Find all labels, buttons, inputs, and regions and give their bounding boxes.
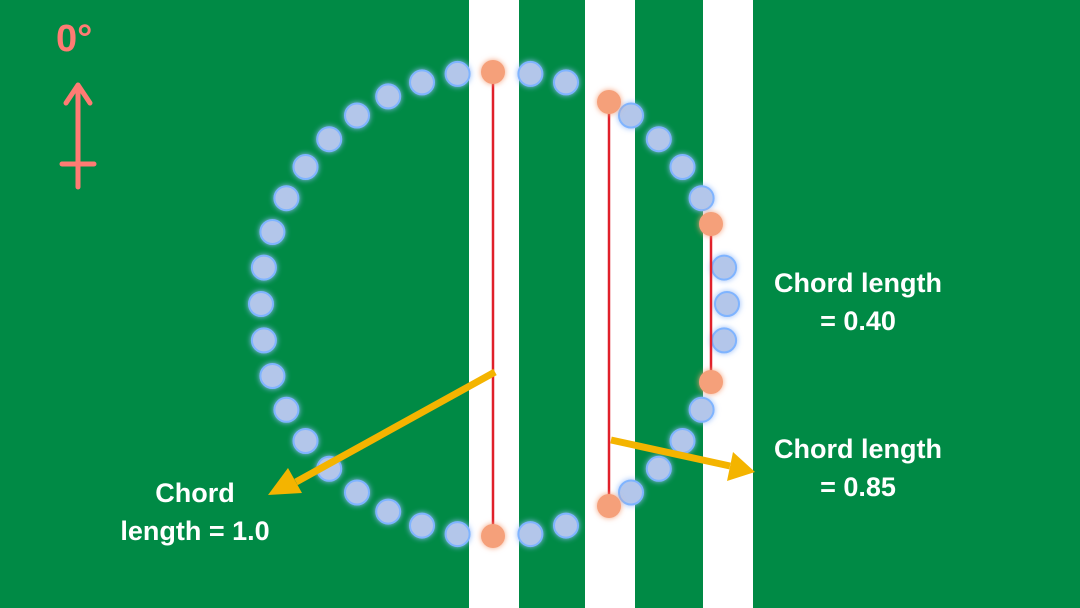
chord-label-3-line2: = 0.40: [820, 306, 896, 336]
circle-dot: [553, 69, 579, 96]
chord-label-1-line1: Chord: [155, 478, 235, 508]
chord-3-bottom-endpoint: [699, 370, 723, 394]
circle-dot: [711, 327, 738, 354]
circle-dot: [292, 154, 319, 180]
circle-dot: [409, 69, 435, 96]
circle-dot: [618, 102, 644, 129]
chord-label-3-line1: Chord length: [774, 268, 942, 298]
circle-dot: [259, 219, 286, 245]
circle-dot: [645, 455, 672, 482]
circle-dot: [444, 521, 471, 548]
chord-1-bottom-endpoint: [481, 524, 505, 548]
pointer-arrow-1: [268, 368, 497, 495]
circle-dot: [316, 126, 343, 153]
chord-label-2-line2: = 0.85: [820, 472, 896, 502]
circle-dot: [669, 428, 696, 454]
up-arrow-icon: [59, 82, 97, 190]
circle-dot: [292, 428, 319, 454]
circle-of-dots: [248, 60, 740, 548]
chord-1-top-endpoint: [481, 60, 505, 84]
pointer-arrow-2: [610, 436, 755, 481]
circle-dot: [259, 363, 286, 389]
chord-3-top-endpoint: [699, 212, 723, 236]
circle-dot: [688, 396, 715, 423]
chord-label-2: Chord length = 0.85: [753, 430, 963, 506]
circle-dot: [553, 512, 579, 539]
circle-dot: [517, 60, 544, 87]
circle-dot: [250, 327, 277, 354]
circle-dot: [714, 291, 740, 317]
chord-label-2-line1: Chord length: [774, 434, 942, 464]
circle-dot: [618, 479, 644, 506]
chord-2-top-endpoint: [597, 90, 621, 114]
circle-dot: [517, 521, 544, 548]
circle-dot: [688, 185, 715, 212]
circle-dot: [344, 479, 370, 506]
circle-dot: [344, 102, 370, 129]
circle-dot: [248, 291, 274, 317]
circle-dot: [375, 83, 402, 110]
circle-dot: [273, 185, 300, 212]
chord-2-bottom-endpoint: [597, 494, 621, 518]
circle-dot: [250, 254, 277, 281]
circle-dot: [409, 512, 435, 539]
circle-dot: [444, 60, 471, 87]
circle-dot: [273, 396, 300, 423]
circle-dot: [669, 154, 696, 180]
orientation-label: 0°: [56, 18, 93, 60]
chord-label-1-line2: length = 1.0: [120, 516, 270, 546]
chord-label-3: Chord length = 0.40: [753, 264, 963, 340]
circle-dot: [645, 126, 672, 153]
circle-dot: [711, 254, 738, 281]
circle-dot: [375, 498, 402, 525]
chord-label-1: Chord length = 1.0: [100, 474, 290, 550]
